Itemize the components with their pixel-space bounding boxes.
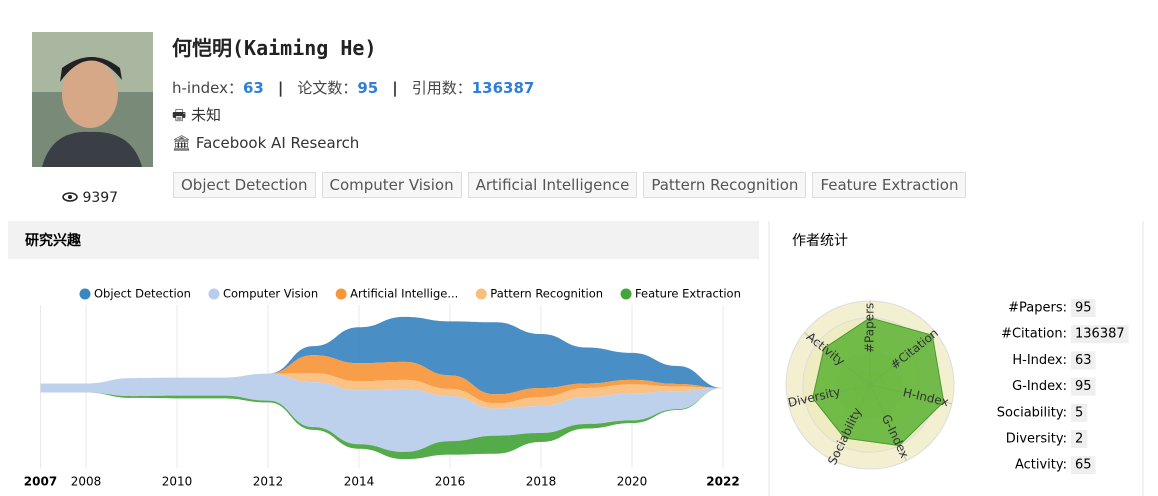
x-tick-label: 2007 (24, 475, 57, 489)
legend-label: Pattern Recognition (490, 287, 603, 301)
stat-value: 5 (1075, 405, 1083, 420)
legend-label: Object Detection (94, 287, 191, 301)
stat-label: Activity: (1015, 458, 1067, 473)
x-tick-label: 2018 (526, 475, 557, 489)
stat-value: 63 (1075, 353, 1092, 368)
panel-title: 研究兴趣 (25, 232, 82, 249)
panel-title: 作者统计 (792, 233, 848, 249)
x-tick-label: 2020 (617, 475, 648, 489)
page: 何恺明(Kaiming He) h-index：63|论文数：95|引用数：13… (0, 0, 1158, 496)
stat-value: 65 (1075, 458, 1092, 473)
legend-swatch (621, 289, 632, 300)
stat-value: 95 (1075, 301, 1092, 316)
x-tick-label: 2010 (162, 475, 193, 489)
legend-swatch (476, 289, 487, 300)
stat-label: Diversity: (1006, 432, 1067, 447)
stat-value: 95 (1075, 379, 1092, 394)
stat-value: 136387 (1075, 327, 1125, 342)
legend-swatch (80, 289, 91, 300)
stat-label: #Papers: (1008, 301, 1067, 316)
legend-swatch (336, 289, 347, 300)
x-tick-label: 2008 (71, 475, 102, 489)
charts: 研究兴趣 作者统计 2007 2008 2010 2012 2014 2016 2018 20… (0, 0, 1158, 496)
stat-label: H-Index: (1012, 353, 1067, 368)
radar-axis-label: #Papers (863, 303, 877, 353)
panel-header (8, 221, 759, 259)
x-tick-label: 2016 (435, 475, 466, 489)
legend-label: Feature Extraction (635, 287, 741, 301)
stat-label: #Citation: (1001, 327, 1067, 342)
legend-label: Computer Vision (223, 287, 318, 301)
x-tick-label: 2012 (253, 475, 284, 489)
x-tick-label: 2022 (706, 475, 739, 489)
stat-label: G-Index: (1012, 379, 1067, 394)
x-tick-label: 2014 (344, 475, 375, 489)
legend-swatch (208, 289, 219, 300)
stat-value: 2 (1075, 432, 1083, 447)
stat-label: Sociability: (997, 405, 1067, 420)
legend-label: Artificial Intellige... (350, 287, 458, 301)
